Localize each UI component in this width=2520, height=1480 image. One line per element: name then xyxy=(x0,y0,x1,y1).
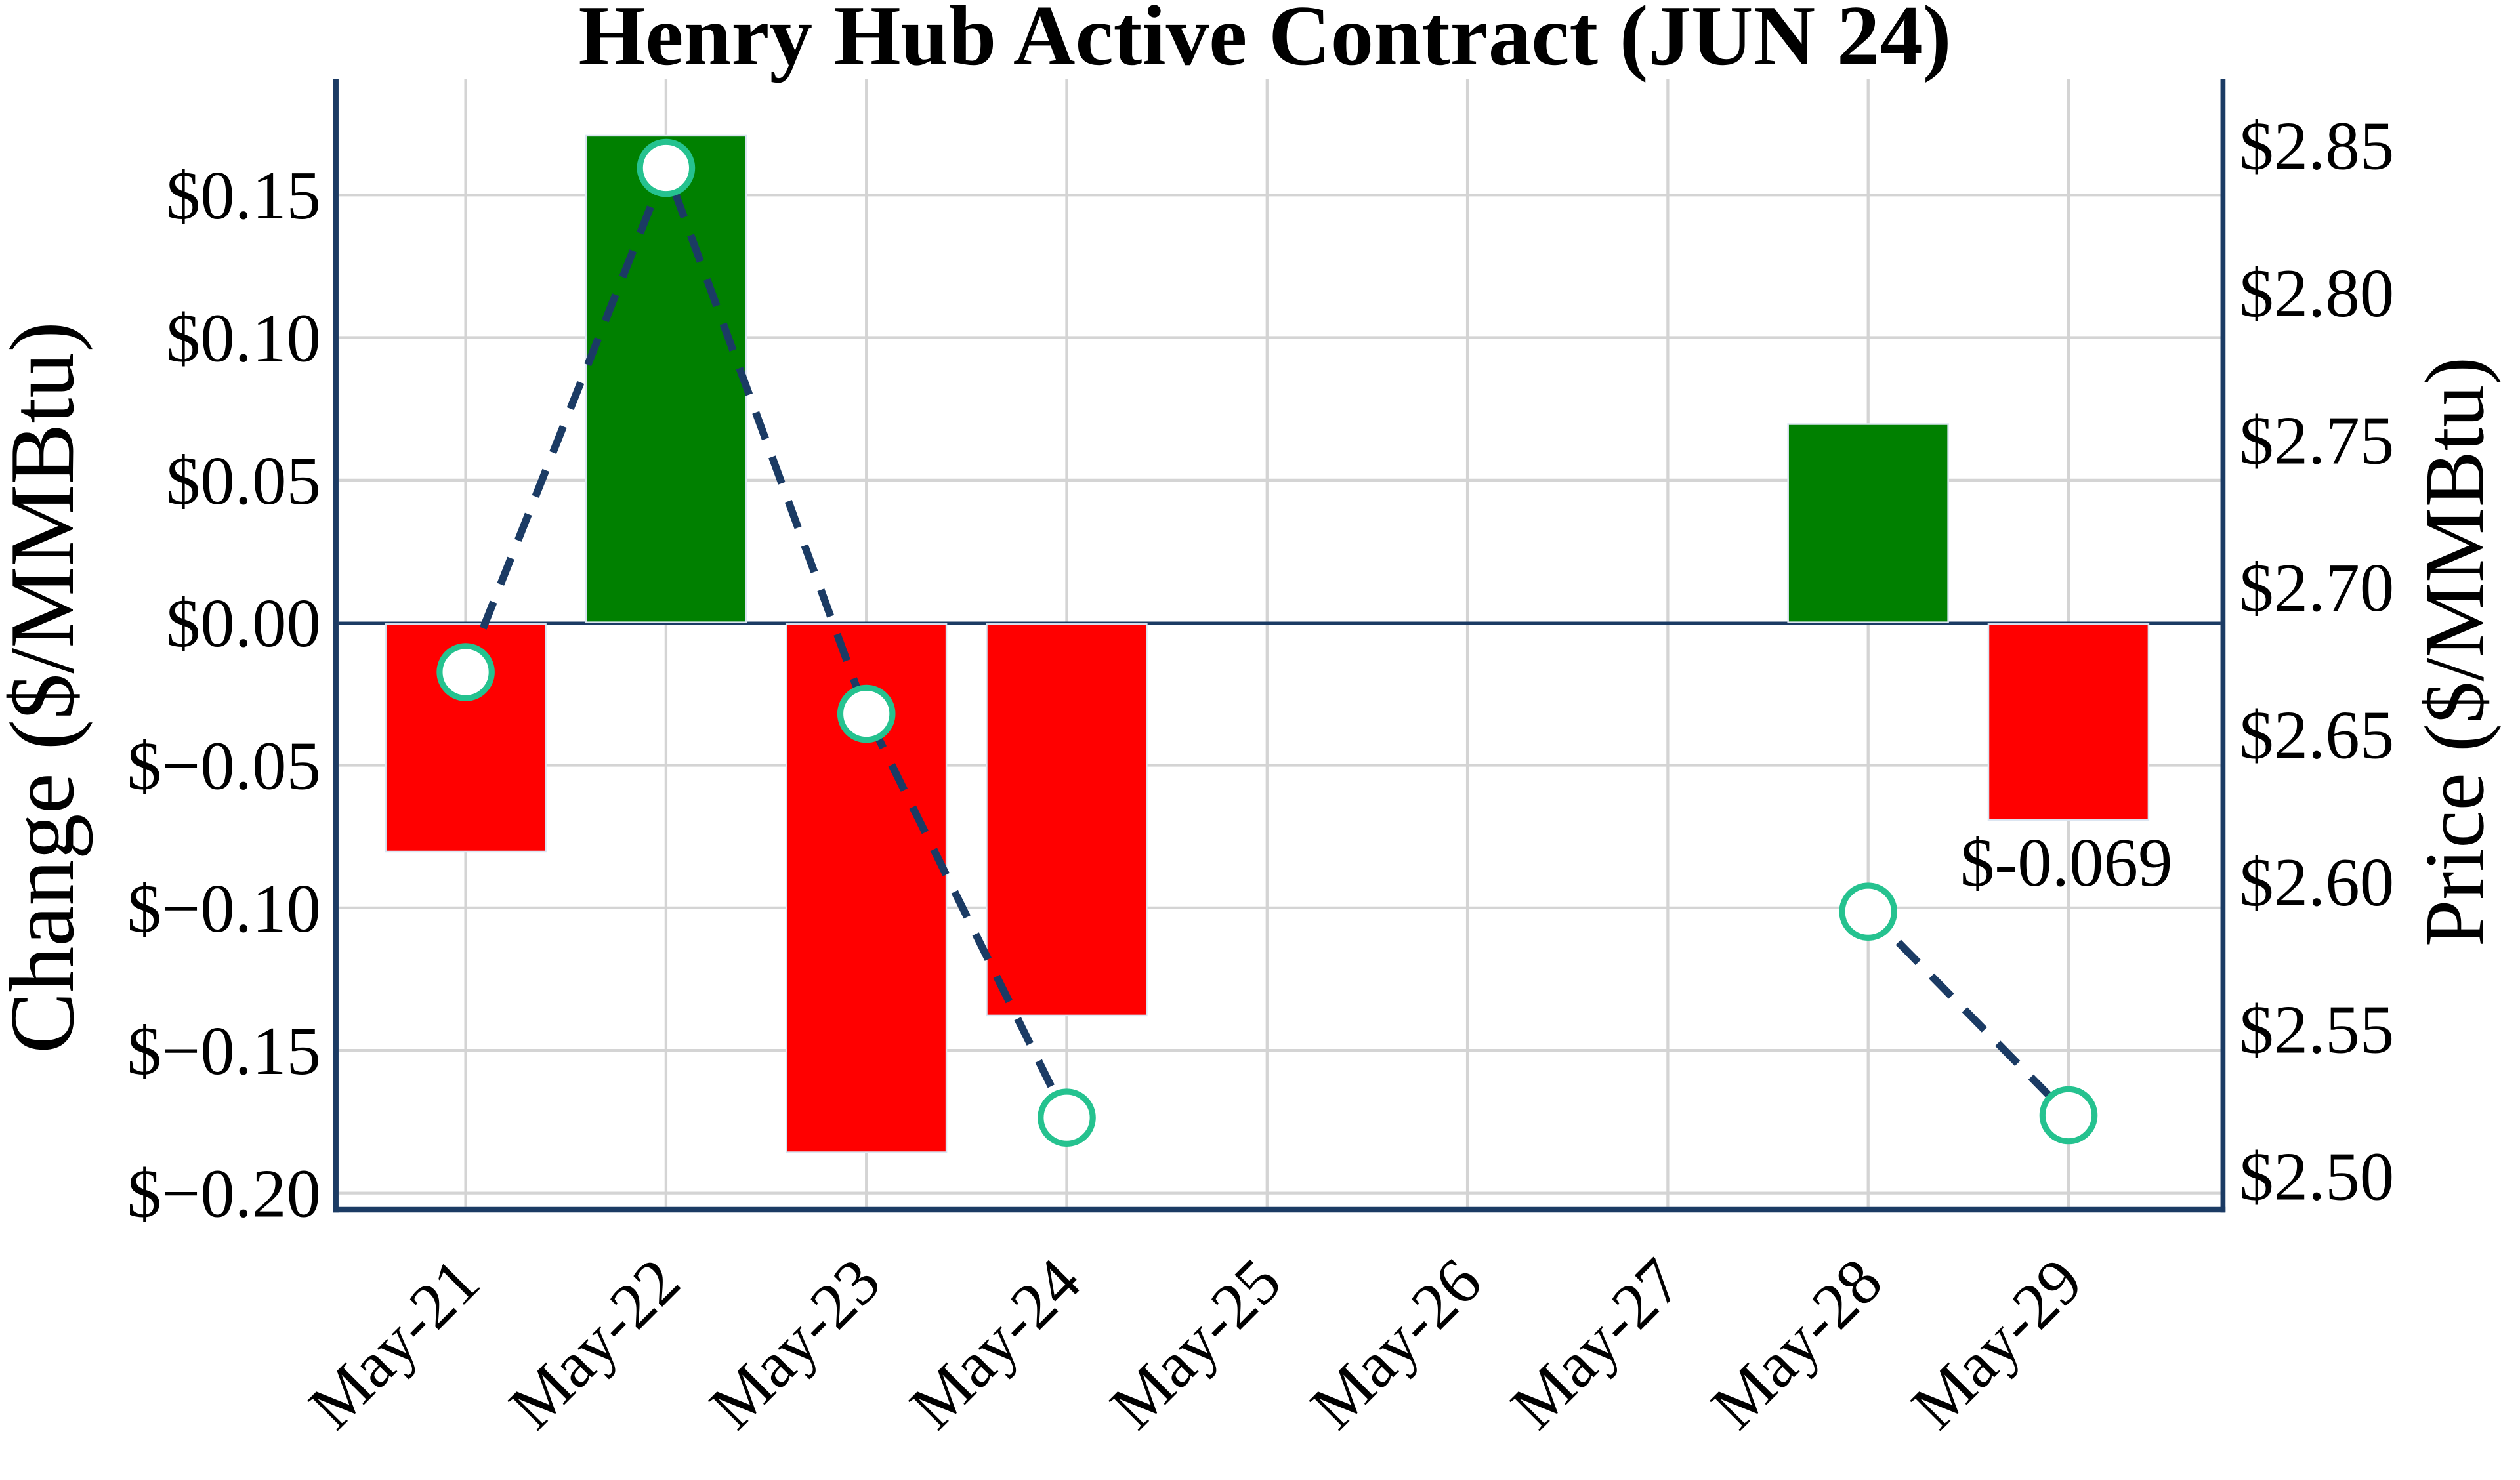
svg-text:$2.75: $2.75 xyxy=(2239,402,2394,479)
svg-text:Henry Hub Active Contract (JUN: Henry Hub Active Contract (JUN 24) xyxy=(578,0,1951,83)
svg-text:Price ($/MMBtu): Price ($/MMBtu) xyxy=(2407,357,2501,947)
svg-text:$2.65: $2.65 xyxy=(2239,696,2394,773)
svg-text:$0.15: $0.15 xyxy=(166,157,321,234)
svg-text:$2.50: $2.50 xyxy=(2239,1138,2394,1215)
svg-text:$-0.069: $-0.069 xyxy=(1960,824,2173,901)
svg-text:$2.70: $2.70 xyxy=(2239,549,2394,626)
svg-text:$−0.10: $−0.10 xyxy=(127,870,321,947)
svg-text:$2.60: $2.60 xyxy=(2239,844,2394,920)
svg-text:$−0.15: $−0.15 xyxy=(127,1012,321,1089)
svg-text:$2.85: $2.85 xyxy=(2239,108,2394,184)
svg-text:$2.80: $2.80 xyxy=(2239,255,2394,331)
svg-text:$−0.05: $−0.05 xyxy=(127,728,321,804)
svg-text:$0.00: $0.00 xyxy=(166,585,321,661)
svg-text:$2.55: $2.55 xyxy=(2239,991,2394,1067)
svg-text:$0.05: $0.05 xyxy=(166,442,321,519)
svg-text:$−0.20: $−0.20 xyxy=(127,1155,321,1232)
svg-text:Change ($/MMBtu): Change ($/MMBtu) xyxy=(0,321,93,1054)
svg-text:$0.10: $0.10 xyxy=(166,300,321,377)
